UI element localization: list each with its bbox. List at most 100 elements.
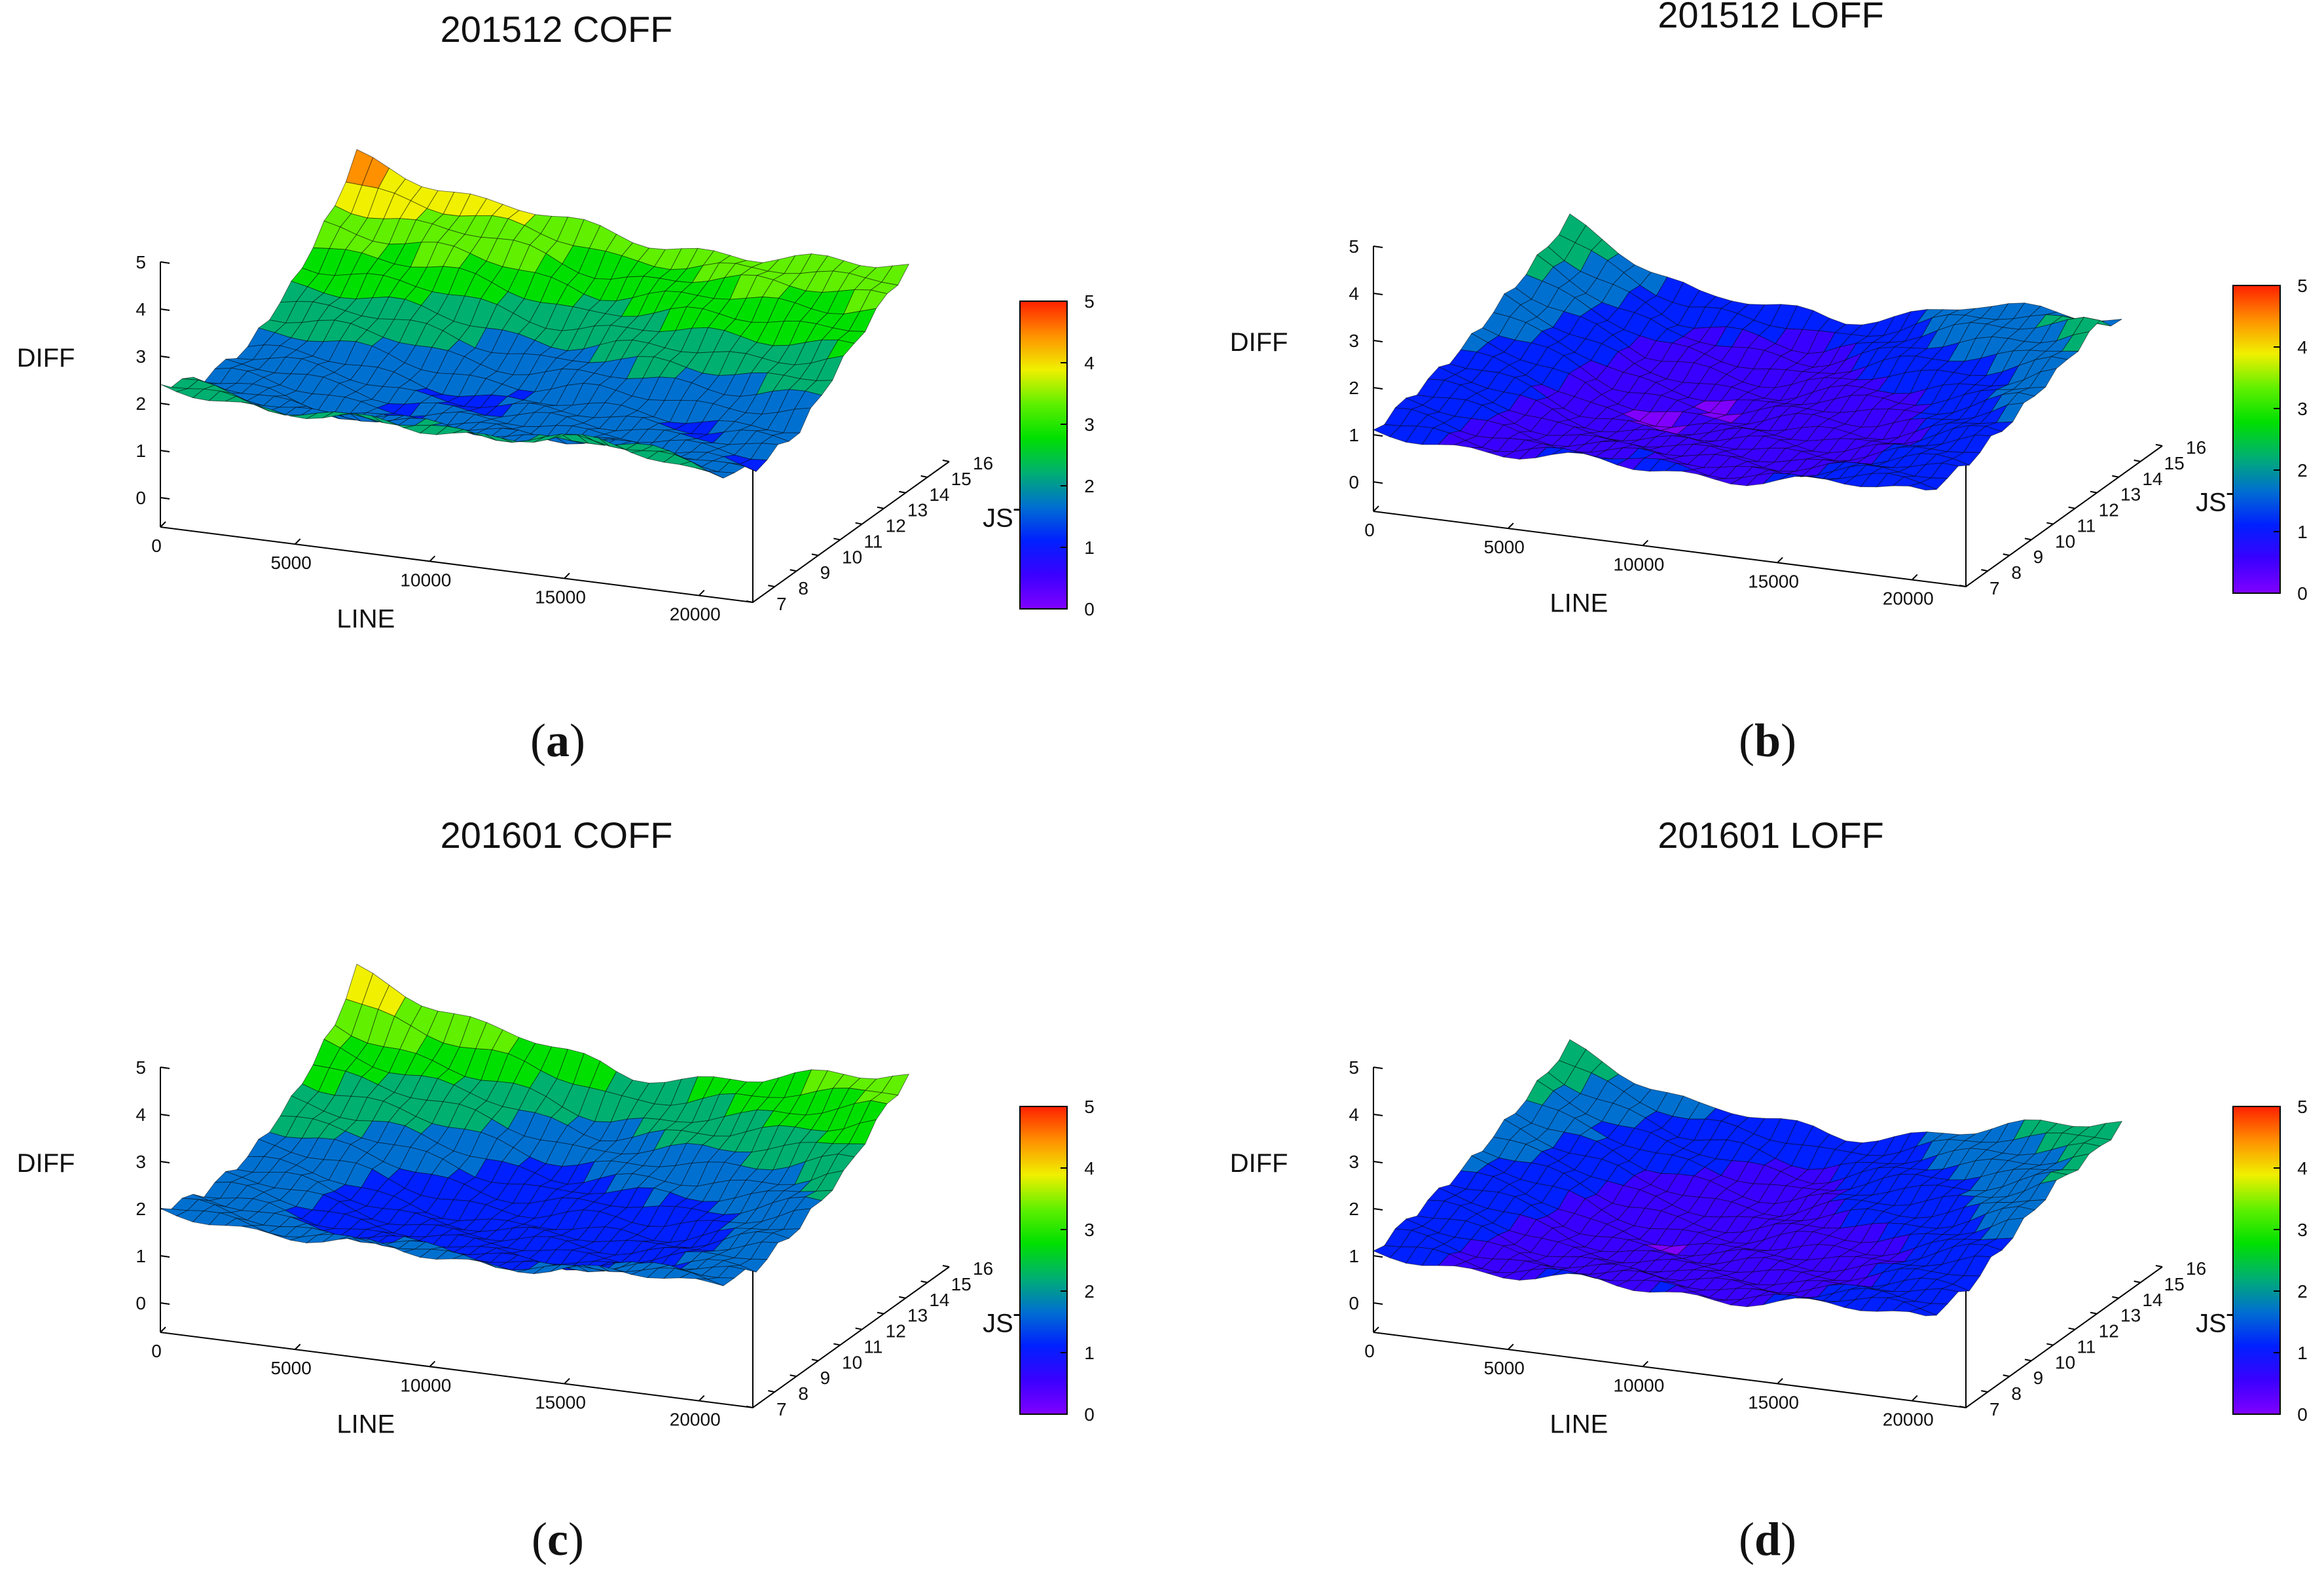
caption-a: (a) [530, 714, 585, 767]
z-tick-label: 5 [1349, 236, 1359, 257]
y-tick-label: 11 [863, 1336, 882, 1357]
colorbar-tick-label: 0 [2297, 583, 2308, 604]
y-tick-label: 14 [2142, 1290, 2162, 1310]
x-tick-label: 10000 [400, 570, 451, 590]
chart-title: 201601 LOFF [1658, 814, 1884, 856]
colorbar-tick-label: 5 [1084, 291, 1095, 312]
surface-plot-3: 201601 COFF012345DIFF0500010000150002000… [17, 814, 1095, 1439]
surface-plot-2: 201512 LOFF012345DIFF0500010000150002000… [1230, 0, 2308, 618]
y-tick-label: 11 [2077, 515, 2096, 536]
y-tick [768, 585, 775, 588]
x-tick-label: 15000 [535, 1392, 586, 1412]
y-tick [790, 1374, 797, 1378]
z-tick [1373, 434, 1383, 437]
x-tick [1507, 522, 1514, 529]
surface-cell [1908, 483, 1937, 491]
x-tick [160, 521, 166, 528]
z-tick-label: 3 [1349, 1152, 1359, 1172]
y-tick [768, 1390, 775, 1393]
y-tick-label: 12 [2099, 1321, 2119, 1342]
y-tick-label: 9 [2033, 1368, 2044, 1388]
x-tick [294, 538, 301, 545]
z-tick [1373, 1114, 1383, 1116]
z-axis-label: DIFF [17, 344, 75, 373]
x-tick-label: 0 [151, 536, 162, 556]
y-tick [877, 1311, 884, 1315]
y-tick [2068, 506, 2075, 509]
y-tick [942, 1265, 950, 1268]
z-tick-label: 2 [1349, 378, 1359, 398]
x-tick [564, 1378, 570, 1385]
y-tick-label: 12 [2099, 500, 2119, 520]
y-tick-label: 7 [776, 594, 787, 614]
z-tick-label: 5 [1349, 1057, 1359, 1078]
x-tick-label: 5000 [271, 1358, 312, 1378]
z-tick [1373, 1208, 1383, 1211]
y-tick-label: 15 [951, 1274, 971, 1294]
colorbar-tick-label: 1 [1084, 538, 1095, 558]
colorbar-tick-label: 4 [1084, 1158, 1095, 1178]
caption-c: (c) [532, 1513, 584, 1565]
surface-plot-1: 201512 COFF012345DIFF0500010000150002000… [17, 9, 1095, 634]
colorbar-tick-label: 0 [2297, 1404, 2308, 1425]
z-tick [160, 403, 170, 405]
floor-edges [160, 461, 950, 604]
z-tick [1373, 1161, 1383, 1163]
z-tick-label: 3 [136, 1152, 146, 1172]
y-tick [920, 1280, 928, 1283]
y-tick [2112, 475, 2119, 478]
y-tick [1981, 569, 1988, 572]
x-tick [1777, 557, 1783, 564]
y-tick-label: 16 [973, 1258, 993, 1279]
colorbar-tick-label: 3 [1084, 1220, 1095, 1240]
z-tick [1373, 293, 1383, 295]
colorbar-tick-label: 5 [2297, 276, 2308, 296]
z-tick-label: 3 [1349, 331, 1359, 351]
y-tick-label: 15 [2164, 1274, 2185, 1294]
colorbar-tick-label: 5 [1084, 1097, 1095, 1117]
x-tick [1642, 539, 1649, 546]
y-tick-label: 14 [929, 1290, 949, 1310]
x-axis-label: LINE [1550, 1410, 1608, 1439]
colorbar-tick-label: 5 [2297, 1097, 2308, 1117]
z-tick-label: 3 [136, 346, 146, 367]
x-tick-label: 20000 [1883, 1410, 1934, 1430]
colorbar-tick-label: 3 [2297, 1220, 2308, 1240]
y-tick [790, 569, 797, 572]
y-tick-label: 8 [798, 578, 808, 598]
y-tick [2046, 1343, 2054, 1346]
y-tick-label: 7 [776, 1399, 787, 1419]
z-tick [1373, 1067, 1383, 1069]
colorbar-tick-label: 2 [1084, 1281, 1095, 1302]
x-tick-label: 0 [1364, 520, 1375, 540]
y-tick [920, 475, 928, 478]
z-tick-label: 0 [1349, 472, 1359, 492]
x-tick-label: 15000 [1748, 571, 1799, 591]
y-tick [1981, 1390, 1988, 1393]
y-tick-label: 13 [2120, 484, 2141, 505]
z-tick-label: 2 [136, 393, 146, 414]
colorbar [1019, 301, 1068, 610]
y-tick [855, 522, 862, 525]
x-tick [429, 1360, 436, 1367]
x-tick [294, 1343, 301, 1350]
x-tick-label: 15000 [535, 587, 586, 607]
z-tick [1373, 481, 1383, 484]
y-tick-label: 10 [842, 547, 862, 567]
colorbar-tick-label: 4 [2297, 1158, 2308, 1178]
y-tick [833, 538, 841, 541]
colorbar-tick-label: 2 [2297, 460, 2308, 481]
z-tick [160, 497, 170, 500]
z-tick [1373, 340, 1383, 342]
y-tick-label: 12 [886, 1321, 906, 1342]
x-tick-label: 0 [1364, 1341, 1375, 1361]
y-tick [2046, 522, 2054, 525]
colorbar-tick-label: 0 [1084, 1404, 1095, 1425]
z-tick-label: 4 [136, 1104, 146, 1125]
y-tick-label: 9 [820, 562, 831, 583]
z-tick-label: 1 [1349, 425, 1359, 445]
y-tick [2112, 1296, 2119, 1299]
y-tick-label: 10 [2055, 1352, 2075, 1372]
